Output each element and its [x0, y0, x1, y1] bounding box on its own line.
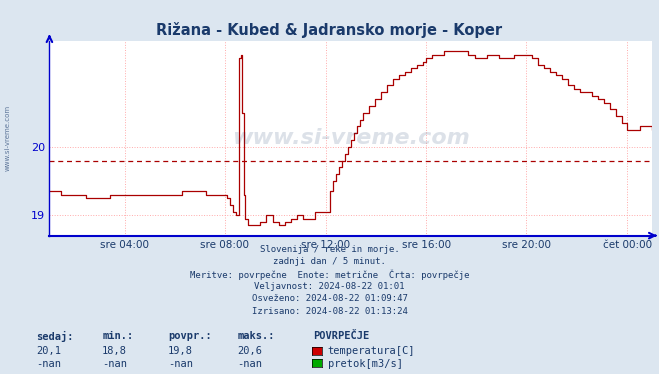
Text: maks.:: maks.: [237, 331, 275, 341]
Text: Meritve: povrpečne  Enote: metrične  Črta: povrpečje: Meritve: povrpečne Enote: metrične Črta:… [190, 270, 469, 280]
Text: Rižana - Kubed & Jadransko morje - Koper: Rižana - Kubed & Jadransko morje - Koper [156, 22, 503, 39]
Text: www.si-vreme.com: www.si-vreme.com [5, 105, 11, 171]
Text: 19,8: 19,8 [168, 346, 193, 356]
Text: povpr.:: povpr.: [168, 331, 212, 341]
Text: Osveženo: 2024-08-22 01:09:47: Osveženo: 2024-08-22 01:09:47 [252, 294, 407, 303]
Text: -nan: -nan [168, 359, 193, 369]
Text: -nan: -nan [36, 359, 61, 369]
Text: 20,6: 20,6 [237, 346, 262, 356]
Text: -nan: -nan [102, 359, 127, 369]
Text: 18,8: 18,8 [102, 346, 127, 356]
Text: temperatura[C]: temperatura[C] [328, 346, 415, 356]
Text: 20,1: 20,1 [36, 346, 61, 356]
Text: Veljavnost: 2024-08-22 01:01: Veljavnost: 2024-08-22 01:01 [254, 282, 405, 291]
Text: zadnji dan / 5 minut.: zadnji dan / 5 minut. [273, 257, 386, 266]
Text: sedaj:: sedaj: [36, 331, 74, 342]
Text: min.:: min.: [102, 331, 133, 341]
Text: pretok[m3/s]: pretok[m3/s] [328, 359, 403, 369]
Text: -nan: -nan [237, 359, 262, 369]
Text: www.si-vreme.com: www.si-vreme.com [232, 128, 470, 148]
Text: POVRPEČJE: POVRPEČJE [313, 331, 369, 341]
Text: Izrisano: 2024-08-22 01:13:24: Izrisano: 2024-08-22 01:13:24 [252, 307, 407, 316]
Text: Slovenija / reke in morje.: Slovenija / reke in morje. [260, 245, 399, 254]
